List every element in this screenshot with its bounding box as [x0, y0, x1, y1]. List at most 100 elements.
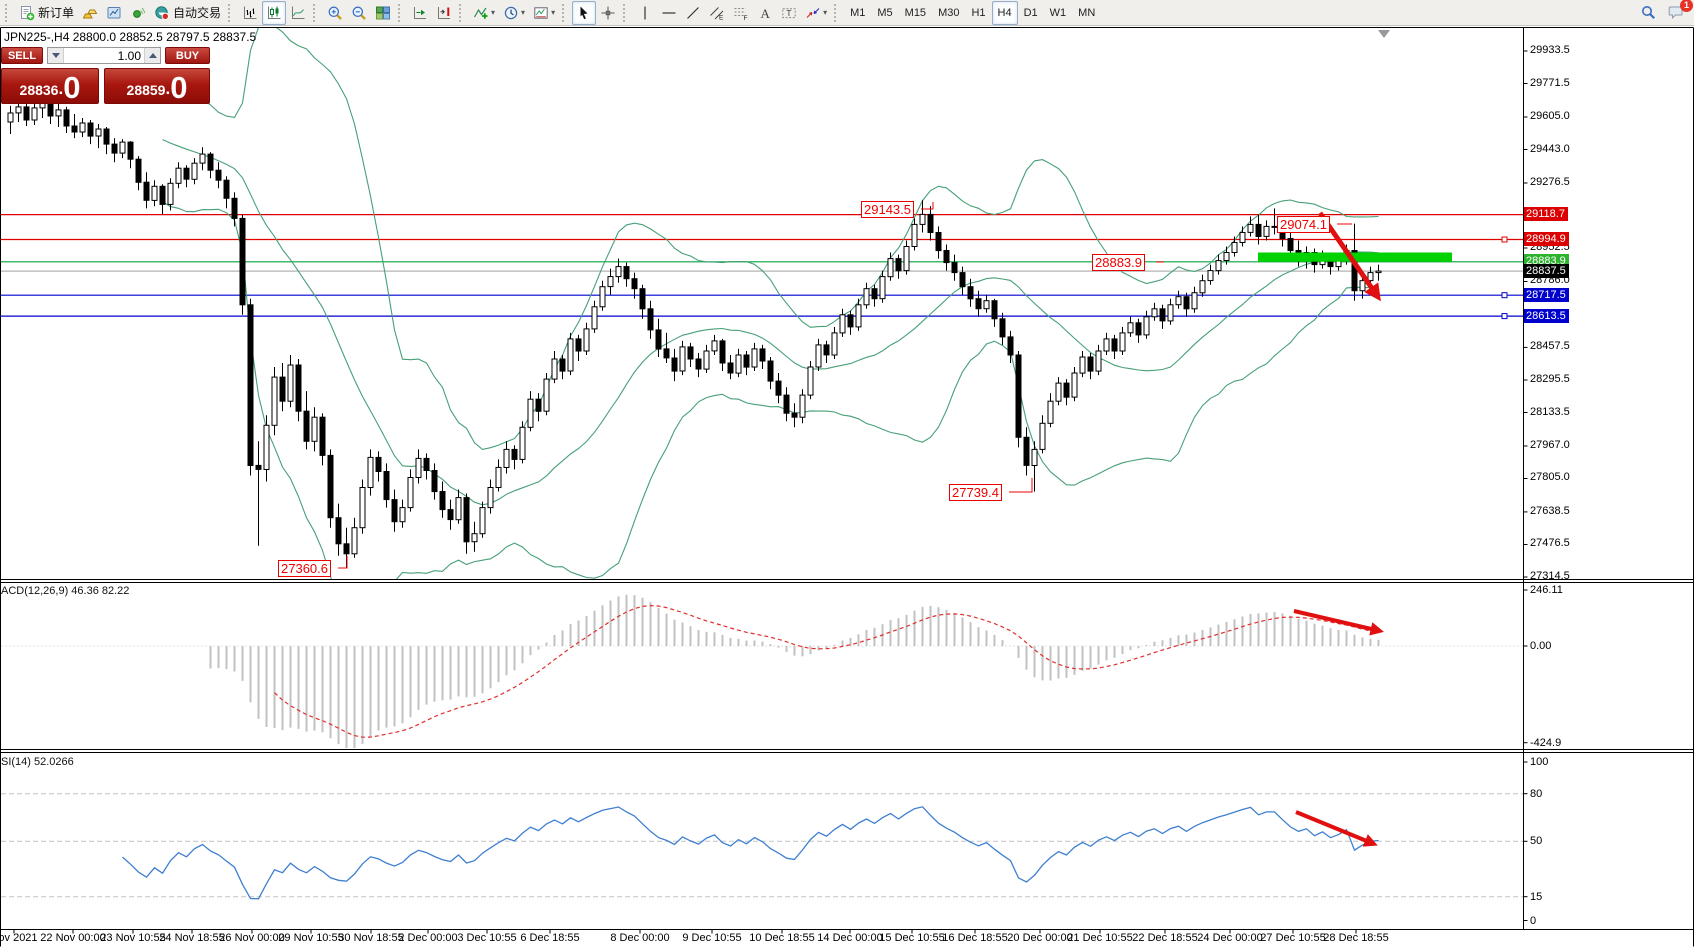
- vertical-line-button[interactable]: [633, 1, 657, 25]
- price-callout[interactable]: 29074.1: [1277, 216, 1330, 233]
- price-axis-tick: 28457.5: [1530, 340, 1570, 353]
- periods-button[interactable]: ▾: [499, 1, 529, 25]
- tf-d1[interactable]: D1: [1018, 1, 1044, 25]
- fibonacci-button[interactable]: F: [729, 1, 753, 25]
- market-watch-button[interactable]: [102, 1, 126, 25]
- time-axis-label: 24 Nov 18:55: [159, 932, 225, 944]
- tf-h4[interactable]: H4: [991, 0, 1018, 25]
- tf-m5[interactable]: M5: [871, 1, 898, 25]
- bollinger-lower: [162, 201, 1379, 579]
- signals-button[interactable]: [126, 1, 150, 25]
- candlestick-chart-icon: [266, 5, 282, 21]
- supply-zone-rect[interactable]: [1258, 252, 1452, 262]
- tile-windows-button[interactable]: [371, 1, 395, 25]
- macd-axis-tick: -424.9: [1530, 736, 1562, 749]
- tf-h1[interactable]: H1: [965, 1, 991, 25]
- equidistant-channel-button[interactable]: E: [705, 1, 729, 25]
- auto-scroll-button[interactable]: [408, 1, 432, 25]
- time-axis-label: 20 Dec 00:00: [1007, 932, 1073, 944]
- new-order-button[interactable]: 新订单: [15, 1, 78, 25]
- tf-d1-label: D1: [1023, 6, 1038, 19]
- time-axis-label: 16 Dec 18:55: [942, 932, 1008, 944]
- chat-button[interactable]: 1: [1668, 0, 1693, 22]
- time-axis-label: 29 Nov 10:55: [278, 932, 344, 944]
- tf-h4-label: H4: [997, 6, 1012, 19]
- price-callout[interactable]: 28883.9: [1092, 254, 1145, 271]
- macd-axis-tick: 0.00: [1530, 640, 1552, 652]
- sell-price-pip: 0: [63, 70, 81, 105]
- buy-price-pip: 0: [170, 70, 188, 105]
- horizontal-line-button[interactable]: [657, 1, 681, 25]
- sell-price[interactable]: 28836. 0: [1, 68, 99, 104]
- svg-text:T: T: [787, 9, 792, 18]
- price-axis-tick: 28133.5: [1530, 405, 1570, 418]
- tf-m1[interactable]: M1: [844, 1, 871, 25]
- bar-chart-button[interactable]: [238, 1, 262, 25]
- indicators-button[interactable]: ▾: [469, 1, 499, 25]
- autotrading-button-label: 自动交易: [173, 6, 222, 20]
- auto-scroll-icon: [412, 5, 428, 21]
- price-axis-flag: 28613.5: [1524, 308, 1569, 323]
- tf-m15[interactable]: M15: [899, 1, 932, 25]
- time-axis-label: 28 Dec 18:55: [1323, 932, 1389, 944]
- price-axis-tick: 27805.0: [1530, 471, 1570, 484]
- tf-w1[interactable]: W1: [1044, 1, 1073, 25]
- text-ic: A: [757, 5, 773, 21]
- new-order-icon: [19, 5, 35, 21]
- price-axis-tick: 29443.0: [1530, 142, 1570, 155]
- price-axis-tick: 27476.5: [1530, 537, 1570, 550]
- price-callout[interactable]: 27739.4: [949, 484, 1002, 501]
- cursor-button[interactable]: [572, 0, 597, 25]
- shapes-icon: [805, 5, 821, 21]
- time-axis-label: 24 Dec 00:00: [1197, 932, 1263, 944]
- macd-indicator-label: ACD(12,26,9) 46.36 82.22: [1, 585, 130, 597]
- crosshair-button[interactable]: [596, 1, 620, 25]
- cursor-icon: [576, 5, 592, 21]
- templates-button[interactable]: ▾: [529, 1, 559, 25]
- candlestick-series: [7, 93, 1382, 568]
- macd-panel: [1, 594, 1523, 748]
- line-chart-button[interactable]: [286, 1, 310, 25]
- chart-shift-button[interactable]: [432, 1, 456, 25]
- gold-button[interactable]: [78, 1, 102, 25]
- candlestick-chart-button[interactable]: [262, 0, 287, 25]
- price-axis-tick: 27638.5: [1530, 504, 1570, 517]
- text-button[interactable]: A: [753, 1, 777, 25]
- chart-shift-marker[interactable]: [1378, 30, 1390, 38]
- volume-input[interactable]: [64, 48, 144, 63]
- toolbar-grip: [228, 3, 235, 22]
- autotrading-button[interactable]: 自动交易: [150, 1, 225, 25]
- buy-button[interactable]: BUY: [165, 47, 210, 64]
- triangle-down-icon: [51, 53, 60, 58]
- volume-increase-button[interactable]: [144, 48, 160, 63]
- crosshair-icon: [600, 5, 616, 21]
- price-axis-flag: 28994.9: [1524, 232, 1569, 246]
- search-button[interactable]: [1640, 4, 1658, 22]
- tf-m30[interactable]: M30: [932, 1, 965, 25]
- price-callout[interactable]: 27360.6: [278, 560, 331, 577]
- tf-mn[interactable]: MN: [1072, 1, 1101, 25]
- macd-signal-line: [274, 604, 1379, 738]
- trendline-icon: [685, 5, 701, 21]
- zoom-in-button[interactable]: [323, 1, 347, 25]
- sell-button[interactable]: SELL: [1, 47, 43, 64]
- buy-price[interactable]: 28859. 0: [104, 68, 210, 104]
- arrows-button[interactable]: ▾: [801, 1, 831, 25]
- zoom-out-button[interactable]: [347, 1, 371, 25]
- price-axis-tick: 29605.0: [1530, 109, 1570, 122]
- volume-decrease-button[interactable]: [48, 48, 64, 63]
- bollinger-upper: [162, 28, 1379, 450]
- price-axis-tick: 29276.5: [1530, 175, 1570, 188]
- text-label-button[interactable]: T: [777, 1, 801, 25]
- trendline-button[interactable]: [681, 1, 705, 25]
- red-down-arrow: [1295, 810, 1378, 847]
- toolbar-grip: [623, 3, 630, 22]
- zoom-in-icon: [327, 5, 343, 21]
- price-callout[interactable]: 29143.5: [861, 201, 914, 218]
- tf-mn-label: MN: [1078, 6, 1096, 19]
- svg-text:F: F: [744, 15, 748, 21]
- channel-icon: E: [709, 5, 725, 21]
- one-click-trading-widget: SELL BUY 28836.0 28859.0: [1, 47, 210, 104]
- time-axis-label: 26 Nov 00:00: [219, 932, 285, 944]
